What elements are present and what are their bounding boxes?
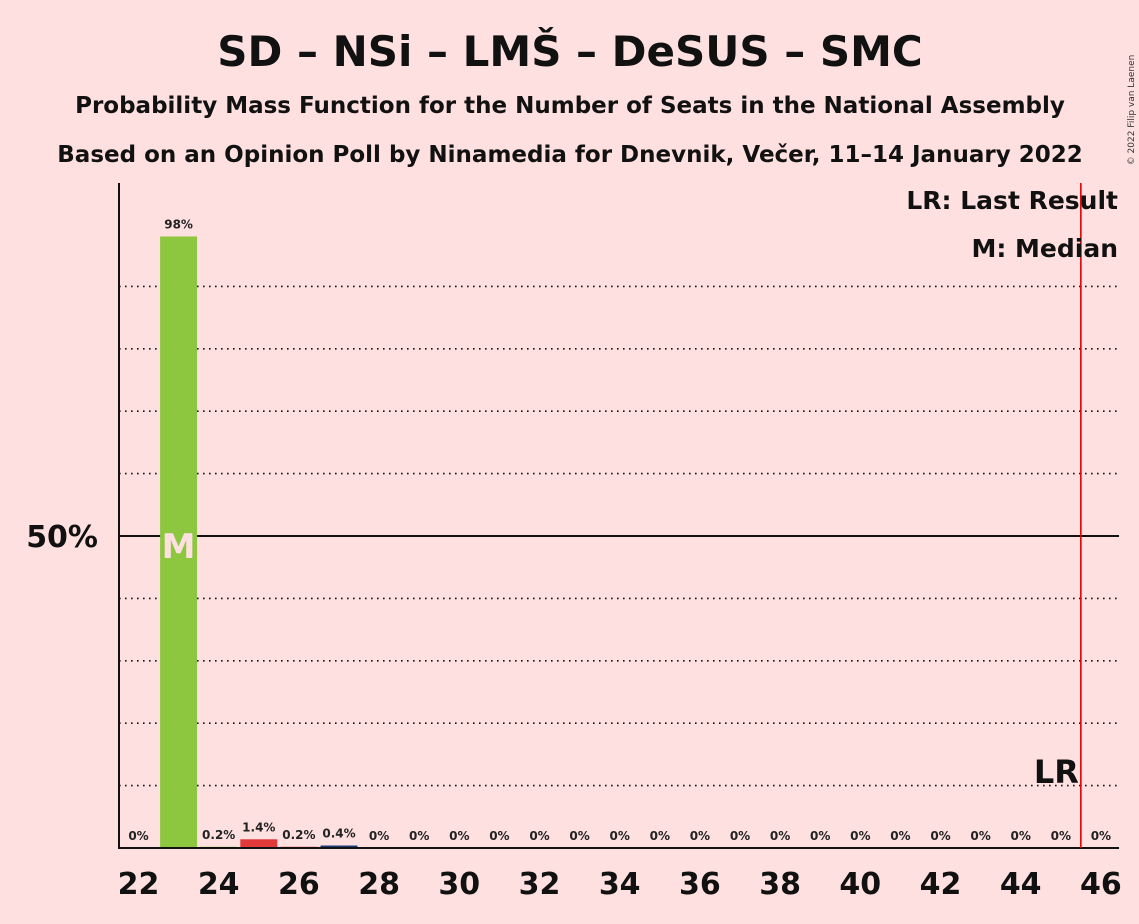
bar-label-seat-28: 0%: [369, 829, 389, 843]
x-tick-label-38: 38: [759, 867, 801, 902]
bar-label-seat-29: 0%: [409, 829, 429, 843]
bar-label-seat-26: 0.2%: [282, 828, 315, 842]
bar-label-seat-41: 0%: [890, 829, 910, 843]
x-tick-label-34: 34: [599, 867, 641, 902]
bar-seat-25: [240, 839, 278, 848]
bar-seat-23: [160, 236, 198, 849]
bar-label-seat-22: 0%: [128, 829, 148, 843]
median-marker: M: [162, 527, 196, 567]
bar-label-seat-31: 0%: [489, 829, 509, 843]
bar-label-seat-45: 0%: [1051, 829, 1071, 843]
bar-label-seat-24: 0.2%: [202, 828, 235, 842]
bar-label-seat-27: 0.4%: [322, 827, 355, 841]
bar-label-seat-23: 98%: [164, 217, 193, 231]
bar-label-seat-33: 0%: [569, 829, 589, 843]
chart-subtitle-2: Based on an Opinion Poll by Ninamedia fo…: [57, 142, 1082, 168]
bars: [160, 236, 358, 849]
x-tick-label-36: 36: [679, 867, 721, 902]
bar-label-seat-35: 0%: [650, 829, 670, 843]
bar-label-seat-44: 0%: [1011, 829, 1031, 843]
y-tick-label-50: 50%: [26, 520, 98, 555]
x-tick-label-26: 26: [278, 867, 320, 902]
x-tick-label-46: 46: [1080, 867, 1122, 902]
bar-seat-27: [320, 845, 358, 848]
bar-label-seat-42: 0%: [930, 829, 950, 843]
bar-label-seat-46: 0%: [1091, 829, 1111, 843]
bar-label-seat-36: 0%: [690, 829, 710, 843]
x-tick-label-32: 32: [519, 867, 561, 902]
bar-label-seat-34: 0%: [610, 829, 630, 843]
bar-label-seat-37: 0%: [730, 829, 750, 843]
legend-median: M: Median: [971, 234, 1118, 263]
x-tick-label-40: 40: [839, 867, 881, 902]
bar-label-seat-30: 0%: [449, 829, 469, 843]
x-tick-labels: 22 24 26 28 30 32 34 36 38 40 42 44 46: [118, 867, 1122, 902]
bar-label-seat-43: 0%: [970, 829, 990, 843]
chart-title: SD – NSi – LMŠ – DeSUS – SMC: [217, 26, 923, 76]
x-tick-label-42: 42: [920, 867, 962, 902]
bar-label-seat-38: 0%: [770, 829, 790, 843]
x-tick-label-22: 22: [118, 867, 160, 902]
bar-label-seat-39: 0%: [810, 829, 830, 843]
bar-label-seat-25: 1.4%: [242, 820, 275, 834]
bar-value-labels: 0% 98% 0.2% 1.4% 0.2% 0.4% 0% 0% 0% 0% 0% 0% 0% 0% 0% 0…: [128, 217, 1111, 843]
copyright-notice: © 2022 Filip van Laenen: [1127, 55, 1137, 166]
last-result-marker: LR: [1034, 753, 1079, 791]
x-tick-label-28: 28: [358, 867, 400, 902]
bar-label-seat-32: 0%: [529, 829, 549, 843]
legend-last-result: LR: Last Result: [906, 186, 1118, 215]
x-tick-label-24: 24: [198, 867, 240, 902]
x-tick-label-44: 44: [1000, 867, 1042, 902]
x-tick-label-30: 30: [438, 867, 480, 902]
chart-subtitle-1: Probability Mass Function for the Number…: [75, 93, 1065, 119]
bar-label-seat-40: 0%: [850, 829, 870, 843]
